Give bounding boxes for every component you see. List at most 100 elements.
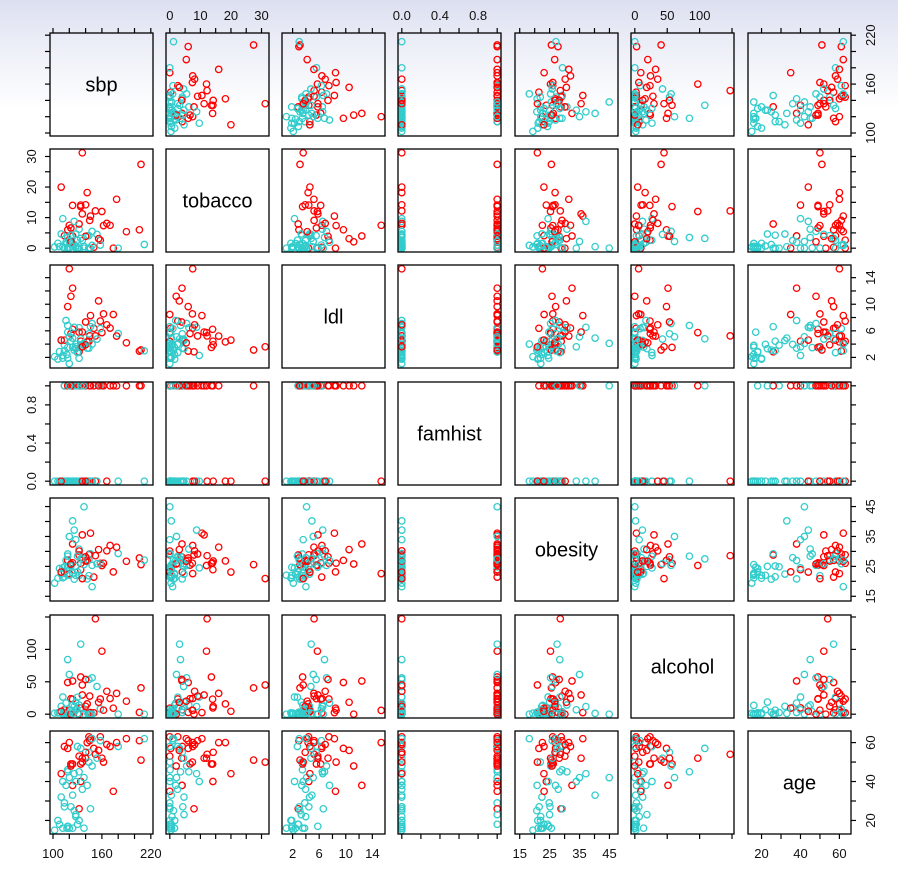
data-point [308,517,316,525]
data-point [168,90,177,98]
data-point [543,347,552,356]
data-point [749,354,758,363]
data-point [827,698,836,707]
data-point [75,804,83,813]
data-point [188,569,197,578]
data-point [54,816,62,825]
data-point [167,119,175,128]
data-point [114,549,123,558]
data-point [577,691,585,699]
data-point [78,754,87,763]
data-point [175,698,184,707]
left-axis-label: 20 [24,180,39,194]
data-point [114,742,123,751]
data-point [91,207,100,215]
data-point [62,316,70,325]
data-point [331,704,340,713]
bottom-axis-label: 20 [754,846,768,861]
data-point [221,700,230,708]
data-point [81,702,90,711]
panel-ldl-vs-age [747,264,852,369]
data-point [209,337,217,346]
data-point [634,802,643,811]
data-point [551,200,559,209]
data-point [668,202,676,211]
panel-frame [630,264,735,369]
data-point [306,120,314,129]
data-point [819,207,828,216]
panel-famhist-vs-alcohol [630,381,735,486]
data-point [551,116,560,124]
data-point [547,160,556,169]
data-point [58,243,67,251]
data-point [397,758,406,766]
panel-alcohol-vs-age [747,614,852,719]
variable-label-alcohol: alcohol [651,657,714,679]
data-point [85,748,93,757]
data-point [638,526,647,534]
bottom-axis-label: 60 [832,846,846,861]
data-point [642,781,650,790]
panel-famhist-vs-famhist: famhist [397,381,502,486]
data-point [767,575,776,584]
data-point [831,710,840,719]
data-point [558,329,567,338]
data-point [693,328,702,337]
data-point [209,748,218,757]
data-point [135,708,144,717]
data-point [78,342,87,351]
panel-frame [397,381,502,486]
bottom-axis-label: 100 [42,846,64,861]
data-point [345,545,353,554]
data-point [806,545,815,553]
data-point [835,332,844,340]
data-point [660,99,668,108]
data-point [308,709,316,718]
panel-ldl-vs-ldl: ldl [281,264,386,369]
data-point [543,122,552,131]
data-point [536,758,545,766]
data-point [332,758,340,766]
data-point [660,758,668,766]
data-point [771,231,780,240]
data-point [112,738,121,747]
data-point [310,738,318,747]
data-point [171,316,180,325]
data-point [58,693,67,701]
data-point [313,822,322,831]
right-axis-label: 60 [863,735,878,749]
data-point [792,316,801,325]
data-point [320,233,329,242]
data-point [316,201,325,210]
data-point [638,557,647,565]
data-point [184,744,193,753]
data-point [397,614,406,623]
variable-label-ldl: ldl [323,307,343,329]
data-point [303,227,312,236]
data-point [566,694,575,703]
data-point [78,531,87,539]
data-point [309,237,318,246]
panel-age-vs-sbp [49,730,154,835]
data-point [173,81,182,90]
data-point [180,570,188,578]
data-point [633,769,642,778]
data-point [209,557,218,565]
data-point [535,88,543,97]
data-point [294,220,303,228]
data-point [767,346,776,354]
data-point [816,244,824,252]
data-point [763,344,772,353]
data-point [55,564,64,573]
panel-tobacco-vs-ldl [281,148,386,253]
data-point [769,103,778,111]
data-point [190,546,199,555]
left-axis-label: 10 [24,210,39,224]
panel-ldl-vs-alcohol [630,264,735,369]
data-point [658,335,667,343]
data-point [179,85,188,93]
data-point [819,99,828,108]
data-point [831,348,840,357]
data-point [298,824,307,833]
data-point [649,92,657,101]
